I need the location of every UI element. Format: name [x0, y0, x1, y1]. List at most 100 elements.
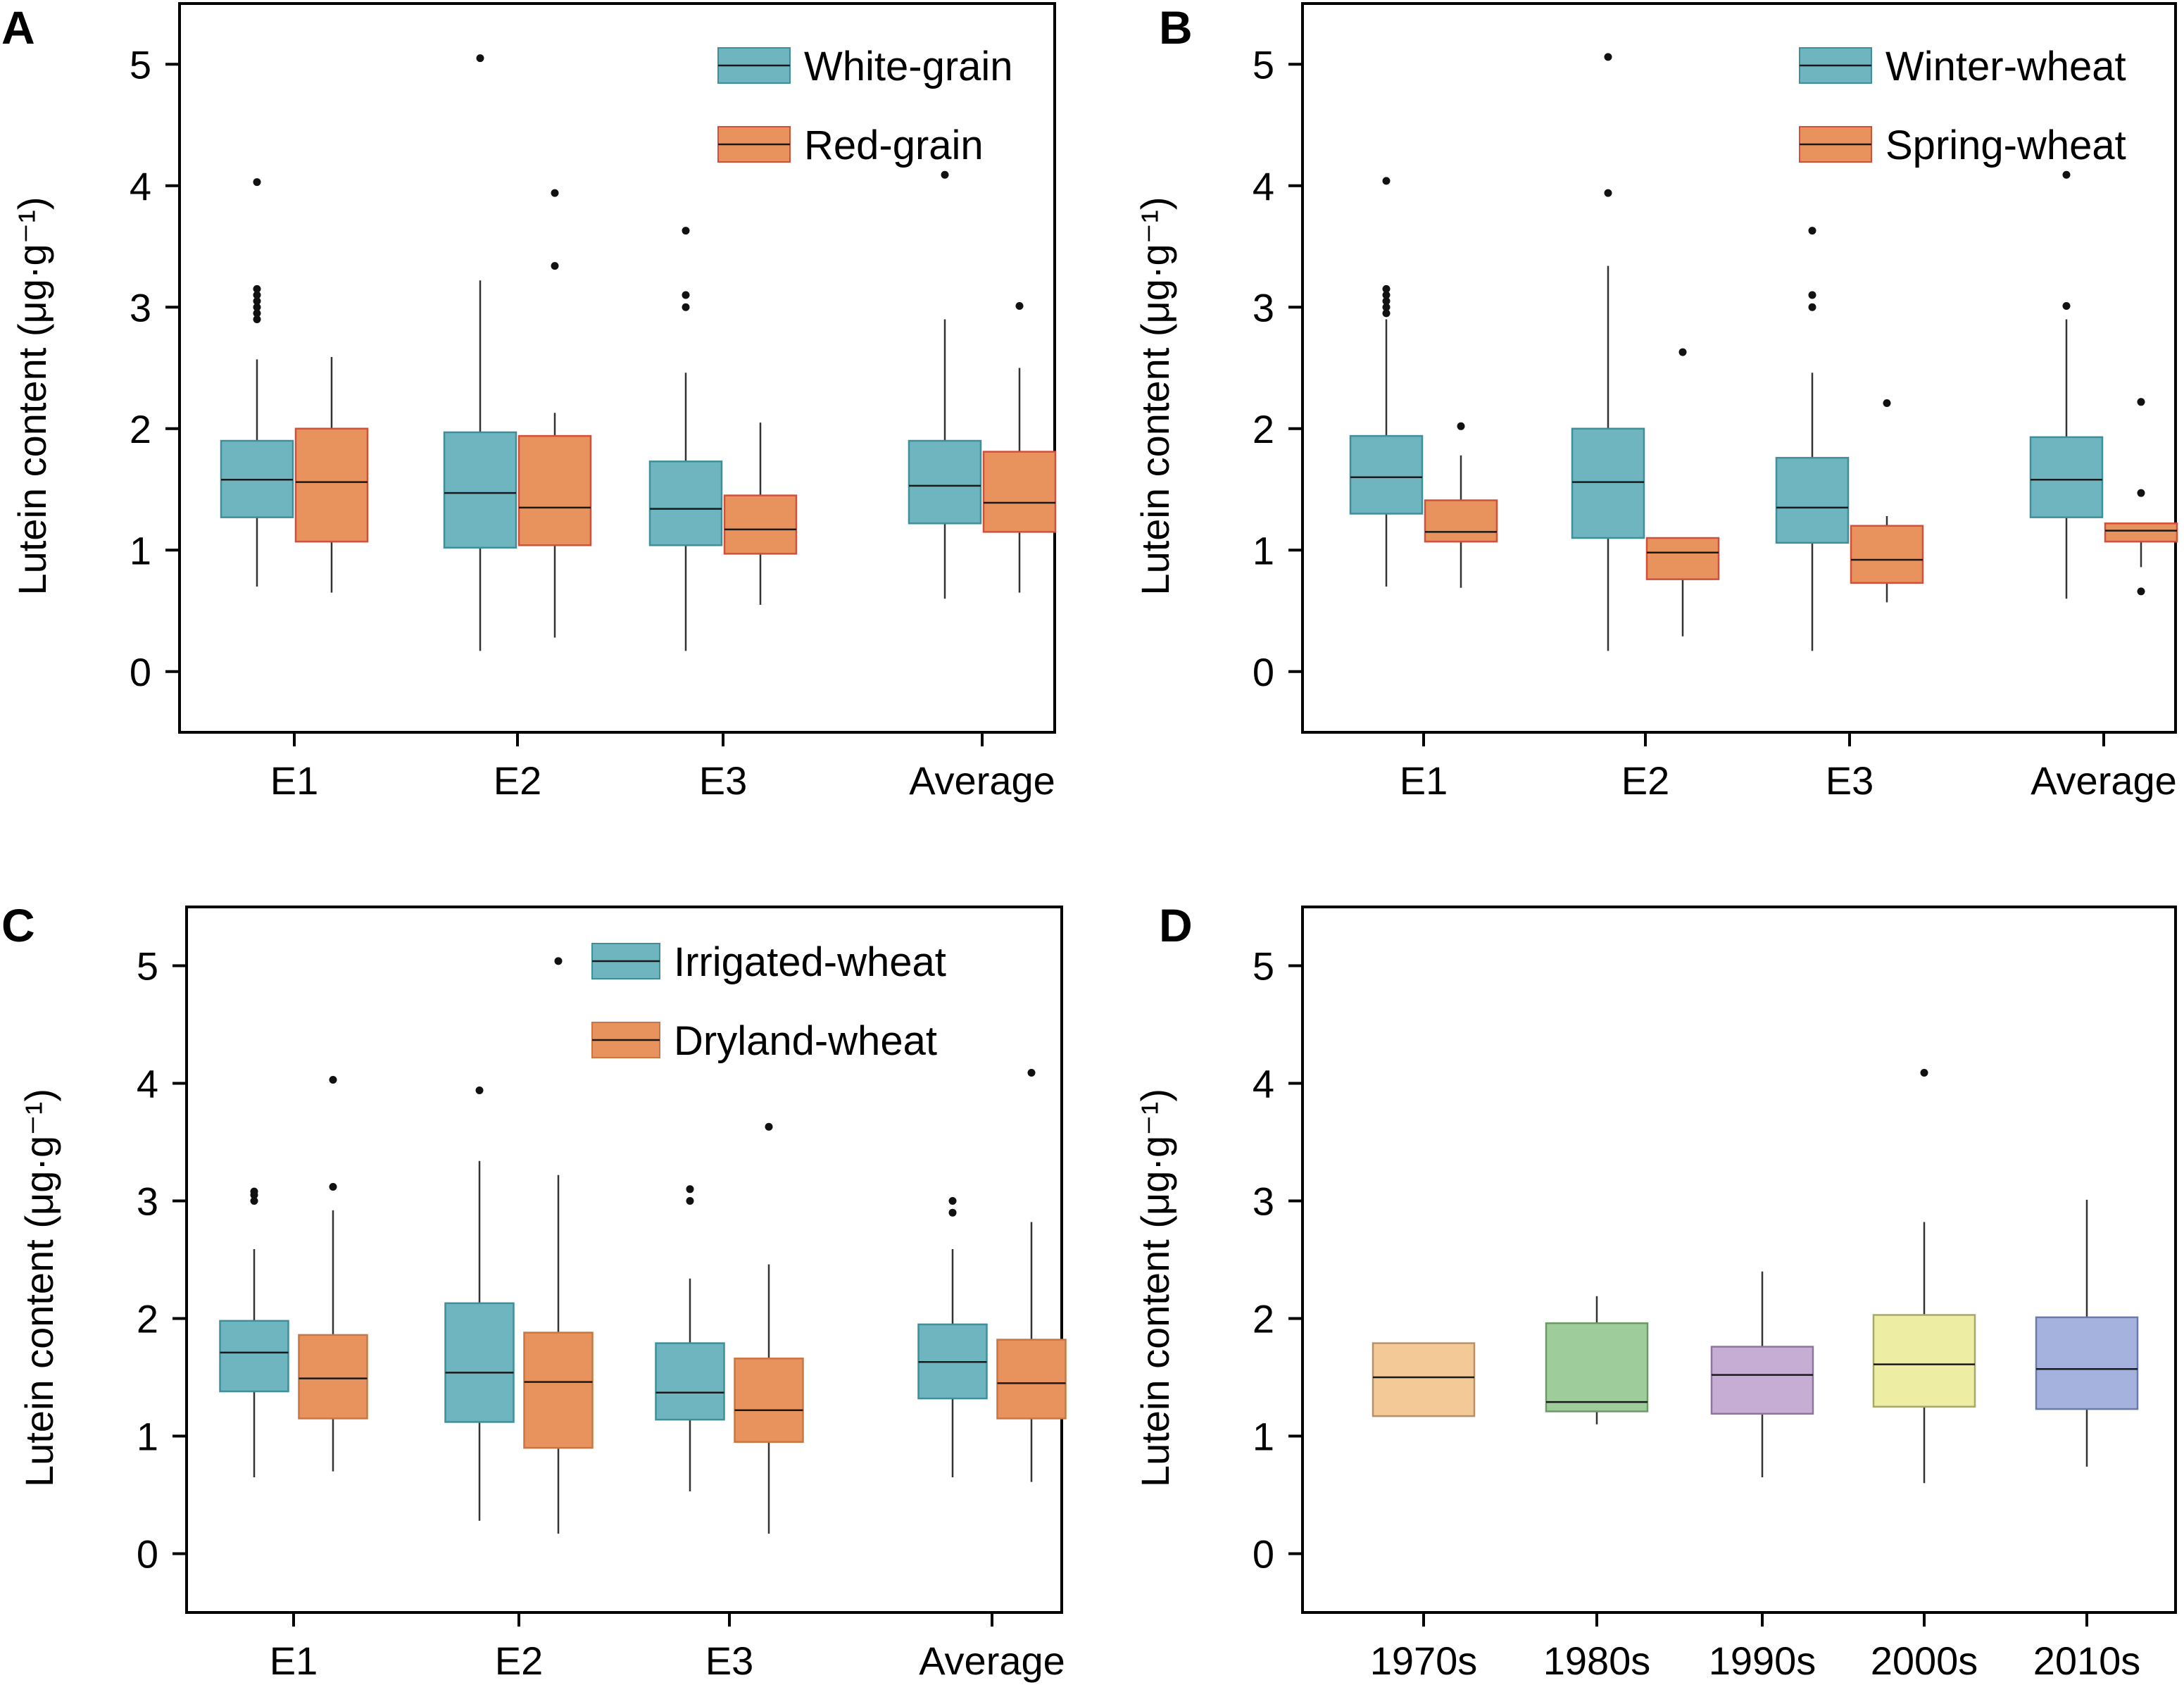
- box-winter-wheat: [1571, 53, 1645, 651]
- box-iqr: [219, 1320, 289, 1393]
- box-iqr: [1571, 427, 1645, 539]
- legend: White-grain Red-grain: [717, 44, 1013, 168]
- x-tick-label: 1970s: [1370, 1639, 1478, 1683]
- outlier-point: [682, 227, 690, 235]
- y-tick-label: 2: [137, 1297, 158, 1341]
- x-tick-label: 2000s: [1871, 1639, 1978, 1683]
- plot-frame: [1301, 2, 2177, 734]
- panel-c: C 0 1 2 3 4 5 Lutein content (μg·g⁻¹) E1 E2 E3 Aver…: [1, 899, 1067, 1683]
- box-iqr: [1372, 1342, 1476, 1417]
- y-tick-label: 4: [130, 164, 151, 208]
- outlier-point: [1382, 284, 1391, 293]
- y-tick-label: 3: [137, 1179, 158, 1224]
- legend: Winter-wheat Spring-wheat: [1799, 44, 2126, 168]
- box-dryland-wheat: [523, 957, 594, 1534]
- box-dryland-wheat: [996, 1068, 1067, 1482]
- x-tick-label: 1980s: [1543, 1639, 1651, 1683]
- outlier-point: [1808, 291, 1816, 299]
- x-tick-label: 2010s: [2033, 1639, 2141, 1683]
- y-tick-label: 0: [1253, 1532, 1274, 1577]
- y-tick-label: 5: [1253, 944, 1274, 989]
- box-iqr: [1850, 525, 1924, 584]
- box-spring-wheat: [2104, 398, 2178, 596]
- outlier-point: [2137, 398, 2145, 406]
- box-iqr: [444, 1302, 515, 1423]
- x-tick-label: Average: [919, 1639, 1065, 1683]
- plot-frame: [178, 2, 1056, 734]
- box-iqr: [648, 461, 723, 546]
- box-iqr: [2104, 522, 2178, 543]
- x-tick-label: E3: [705, 1639, 754, 1683]
- outlier-point: [329, 1075, 337, 1084]
- y-tick-label: 3: [1253, 285, 1274, 330]
- y-tick-label: 0: [130, 650, 151, 694]
- legend-item: Red-grain: [717, 123, 984, 168]
- box-2010s: [2035, 1199, 2139, 1467]
- outlier-point: [686, 1197, 694, 1205]
- box-iqr: [982, 451, 1057, 533]
- box-1980s: [1545, 1296, 1649, 1424]
- box-iqr: [734, 1358, 804, 1443]
- x-tick-label: E3: [1826, 758, 1874, 803]
- outlier-point: [1678, 348, 1687, 356]
- box-irrigated-wheat: [655, 1185, 725, 1491]
- outlier-point: [2137, 587, 2145, 596]
- y-tick-label: 0: [137, 1532, 158, 1577]
- outlier-point: [1382, 303, 1391, 311]
- box-iqr: [1872, 1314, 1976, 1408]
- outlier-point: [476, 54, 484, 63]
- outlier-point: [1382, 177, 1391, 185]
- y-axis-label: Lutein content (μg·g⁻¹): [1133, 1089, 1177, 1487]
- outlier-point: [253, 309, 261, 318]
- box-1990s: [1710, 1271, 1814, 1477]
- outlier-point: [475, 1086, 484, 1095]
- x-tick-label: 1990s: [1709, 1639, 1816, 1683]
- box-iqr: [908, 439, 982, 525]
- outlier-point: [551, 189, 559, 197]
- legend-label: Dryland-wheat: [674, 1018, 937, 1064]
- outlier-point: [2062, 302, 2071, 311]
- panel-letter: A: [1, 1, 35, 54]
- box-winter-wheat: [1349, 177, 1424, 587]
- outlier-point: [682, 303, 690, 311]
- box-iqr: [298, 1334, 368, 1420]
- outlier-point: [551, 262, 559, 270]
- y-axis-label: Lutein content (μg·g⁻¹): [10, 196, 54, 595]
- outlier-point: [253, 315, 261, 323]
- box-irrigated-wheat: [219, 1187, 289, 1477]
- box-white-grain: [443, 54, 517, 651]
- x-tick-label: E1: [1400, 758, 1448, 803]
- legend-label: Spring-wheat: [1885, 123, 2126, 168]
- box-iqr: [1349, 434, 1424, 515]
- plot-frame: [185, 906, 1063, 1614]
- y-tick-label: 2: [130, 407, 151, 451]
- y-tick-label: 5: [137, 944, 158, 989]
- outlier-point: [329, 1182, 337, 1191]
- y-tick-label: 3: [130, 285, 151, 330]
- outlier-point: [682, 291, 690, 299]
- outlier-point: [250, 1197, 258, 1205]
- x-tick-label: E2: [495, 1639, 544, 1683]
- y-tick-label: 5: [130, 42, 151, 87]
- box-iqr: [2029, 436, 2104, 518]
- outlier-point: [1920, 1068, 1928, 1077]
- plot-frame: [1301, 906, 2177, 1614]
- box-irrigated-wheat: [917, 1197, 988, 1477]
- legend-label: Red-grain: [804, 123, 984, 168]
- outlier-point: [253, 284, 261, 293]
- box-red-grain: [982, 302, 1057, 593]
- outlier-point: [1457, 422, 1465, 430]
- outlier-point: [1382, 291, 1391, 299]
- box-iqr: [2035, 1316, 2139, 1410]
- x-tick-label: E3: [699, 758, 748, 803]
- panel-d: D 0 1 2 3 4 5 Lutein content (μg·g⁻¹) 1970s 1980s…: [1133, 899, 2177, 1683]
- panel-letter: D: [1159, 899, 1193, 951]
- box-iqr: [1710, 1346, 1814, 1415]
- outlier-point: [1883, 399, 1891, 408]
- box-red-grain: [294, 356, 369, 593]
- box-iqr: [723, 494, 798, 555]
- x-tick-label: Average: [2031, 758, 2177, 803]
- box-irrigated-wheat: [444, 1086, 515, 1521]
- box-iqr: [443, 431, 517, 549]
